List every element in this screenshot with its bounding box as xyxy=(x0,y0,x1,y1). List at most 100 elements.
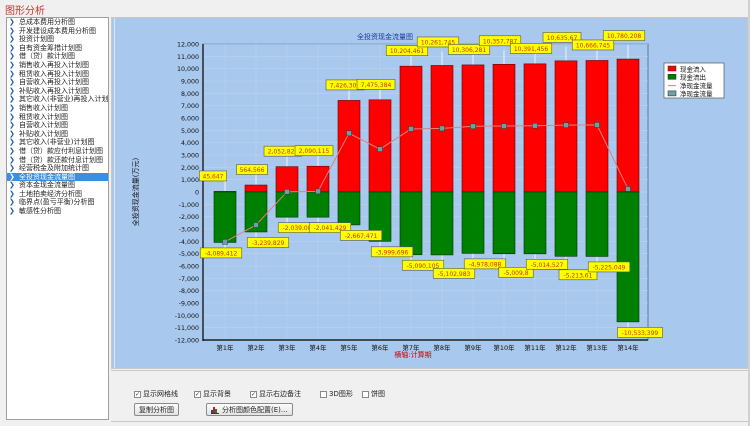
value-label-box xyxy=(339,230,383,241)
value-label: 2,052,825 xyxy=(268,149,299,156)
show-right-notes-label: 显示右边备注 xyxy=(259,390,301,398)
value-label: 10,306,281 xyxy=(452,47,487,54)
value-label-box xyxy=(447,44,491,55)
chevron-right-icon: ❯ xyxy=(9,189,15,198)
options-bar: ✓ 显示网格线 ✓ 显示背景 ✓ 显示右边备注 3D图形 饼图 复制分析图 分析… xyxy=(111,370,748,422)
sidebar-item[interactable]: ❯ 借（贷）款计划图 xyxy=(7,52,108,61)
checkbox-box[interactable]: ✓ xyxy=(134,390,141,398)
y-tick-label: -4,000 xyxy=(179,239,199,246)
sidebar-item[interactable]: ❯ 租赁收入再投入计划图 xyxy=(7,70,108,79)
sidebar-item-label: 补贴收入计划图 xyxy=(19,129,68,138)
value-label-box xyxy=(199,247,243,259)
y-tick-label: -12,000 xyxy=(175,337,199,344)
chevron-right-icon: ❯ xyxy=(9,207,15,216)
value-label: -5,014,527 xyxy=(531,262,564,269)
sidebar-item[interactable]: ❯ 临界点(盈亏平衡)分析图 xyxy=(7,198,108,207)
y-tick-label: 10,000 xyxy=(177,66,199,73)
sidebar-item-label: 自营收入计划图 xyxy=(19,121,68,130)
legend-label: 现金流出 xyxy=(680,73,706,82)
chevron-right-icon: ❯ xyxy=(9,112,15,121)
inflow-bar xyxy=(337,100,361,193)
sidebar-item[interactable]: ❯ 投资计划图 xyxy=(7,35,108,44)
sidebar-item[interactable]: ❯ 敏感性分析图 xyxy=(7,207,108,216)
legend-swatch xyxy=(667,74,677,80)
sidebar-item[interactable]: ❯ 其它收入(非营业)计划图 xyxy=(7,138,108,147)
sidebar-item[interactable]: ❯ 资本金现金流量图 xyxy=(7,181,108,190)
net-marker xyxy=(315,188,321,195)
x-tick-label: 第12年 xyxy=(555,343,577,352)
value-label: -10,533,399 xyxy=(622,330,659,337)
y-tick-label: 11,000 xyxy=(177,54,199,61)
sidebar-item[interactable]: ❯ 销售收入再投入计划图 xyxy=(7,61,108,70)
net-marker xyxy=(222,239,228,245)
copy-chart-button[interactable]: 复制分析图 xyxy=(134,403,179,416)
color-config-button[interactable]: 分析图颜色配置(E)... xyxy=(206,403,293,416)
checkbox-box[interactable] xyxy=(362,390,369,398)
net-marker xyxy=(284,189,290,195)
show-right-notes-checkbox[interactable]: ✓ 显示右边备注 xyxy=(250,389,301,399)
y-tick-label: -5,000 xyxy=(179,251,199,258)
sidebar-item[interactable]: ❯ 开发建设成本费用分析图 xyxy=(7,27,108,36)
sidebar-item[interactable]: ❯ 补贴收入计划图 xyxy=(7,130,108,139)
sidebar-item[interactable]: ❯ 全投资现金流量图 xyxy=(7,172,108,182)
show-grid-checkbox[interactable]: ✓ 显示网格线 xyxy=(134,389,178,399)
sidebar-item[interactable]: ❯ 自营收入再投入计划图 xyxy=(7,78,108,87)
y-tick-label: -7,000 xyxy=(179,276,199,283)
y-tick-label: 12,000 xyxy=(177,42,199,49)
value-label-box xyxy=(617,327,663,338)
value-label-box xyxy=(401,259,445,271)
sidebar-item-label: 总成本费用分析图 xyxy=(19,18,75,26)
chevron-right-icon: ❯ xyxy=(9,69,15,78)
chevron-right-icon: ❯ xyxy=(9,95,15,104)
inflow-bar xyxy=(244,184,268,193)
legend-label: 净现金流量 xyxy=(680,81,713,90)
inflow-bar xyxy=(368,99,392,193)
y-tick-label: 0 xyxy=(195,190,199,197)
sidebar-item[interactable]: ❯ 总成本费用分析图 xyxy=(7,18,108,27)
sidebar-item[interactable]: ❯ 自营收入计划图 xyxy=(7,121,108,130)
checkbox-box[interactable]: ✓ xyxy=(194,390,201,398)
sidebar-item[interactable]: ❯ 其它收入(非营业)再投入计划图 xyxy=(7,95,108,104)
checkbox-box[interactable]: ✓ xyxy=(250,390,257,398)
chart-list-sidebar[interactable]: ❯ 总成本费用分析图 ❯ 开发建设成本费用分析图 ❯ 投资计划图 ❯ 自有资金筹措计划图 ❯ 借（… xyxy=(6,17,109,420)
pie-chart-checkbox[interactable]: 饼图 xyxy=(362,389,385,399)
chevron-right-icon: ❯ xyxy=(9,78,15,87)
value-label: 10,204,461 xyxy=(390,48,425,55)
sidebar-item-label: 租赁收入再投入计划图 xyxy=(19,69,89,78)
sidebar-item[interactable]: ❯ 自有资金筹措计划图 xyxy=(7,44,108,53)
y-tick-label: 4,000 xyxy=(181,140,199,147)
chevron-right-icon: ❯ xyxy=(9,26,15,35)
sidebar-item-label: 其它收入(非营业)计划图 xyxy=(19,138,95,147)
y-tick-label: -9,000 xyxy=(179,300,199,307)
chevron-right-icon: ❯ xyxy=(9,146,15,155)
chevron-right-icon: ❯ xyxy=(9,103,15,112)
show-background-checkbox[interactable]: ✓ 显示背景 xyxy=(194,389,231,399)
value-label: 7,426,303 xyxy=(330,82,361,89)
sidebar-item-label: 其它收入(非营业)再投入计划图 xyxy=(19,95,109,104)
x-tick-label: 第2年 xyxy=(247,343,265,352)
sidebar-item[interactable]: ❯ 借（贷）款应付利息计划图 xyxy=(7,147,108,156)
chevron-right-icon: ❯ xyxy=(9,43,15,52)
net-marker xyxy=(594,122,600,128)
cash-flow-chart: -12,000 -11,000 -10,000 -9,000 -8,000 -7,000 -… xyxy=(131,30,725,359)
x-tick-label: 第9年 xyxy=(464,343,482,352)
sidebar-item[interactable]: ❯ 经营税金及附加统计图 xyxy=(7,164,108,173)
y-axis-label: 全投资现金流量(万元) xyxy=(131,158,140,227)
sidebar-item[interactable]: ❯ 土地拍卖经济分析图 xyxy=(7,190,108,199)
sidebar-item[interactable]: ❯ 借（贷）款还款付息计划图 xyxy=(7,156,108,165)
value-label-box xyxy=(356,79,396,90)
chart-3d-checkbox[interactable]: 3D图形 xyxy=(320,389,353,399)
checkbox-box[interactable] xyxy=(320,390,327,398)
y-tick-label: 1,000 xyxy=(181,177,199,184)
sidebar-item[interactable]: ❯ 租赁收入计划图 xyxy=(7,113,108,122)
net-marker xyxy=(346,130,352,137)
y-tick-label: -1,000 xyxy=(179,202,199,209)
sidebar-item[interactable]: ❯ 补贴收入再投入计划图 xyxy=(7,87,108,96)
sidebar-item[interactable]: ❯ 销售收入计划图 xyxy=(7,104,108,113)
outflow-bar xyxy=(213,191,237,243)
value-label: -5,213,61 xyxy=(564,272,593,279)
value-label-box xyxy=(602,30,646,41)
value-label-box xyxy=(498,266,534,278)
value-label: 10,666,745 xyxy=(576,42,611,49)
sidebar-item-label: 补贴收入再投入计划图 xyxy=(19,86,89,95)
